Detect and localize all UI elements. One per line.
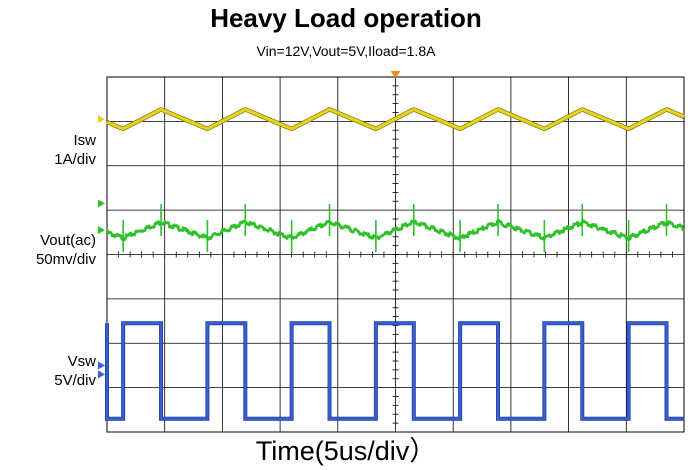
vsw-trace xyxy=(105,322,684,420)
channel-label-isw-scale: 1A/div xyxy=(54,151,96,168)
chart-title: Heavy Load operation xyxy=(210,3,482,33)
channel-label-isw-name: Isw xyxy=(73,132,97,149)
vout-ground-marker xyxy=(98,226,105,235)
vsw-offset-marker xyxy=(98,361,105,370)
channel-label-vsw-scale: 5V/div xyxy=(54,372,96,389)
channel-label-isw: Isw 1A/div xyxy=(0,131,96,169)
channel-label-vout-name: Vout(ac) xyxy=(40,232,96,249)
channel-label-vout-scale: 50mv/div xyxy=(35,251,96,268)
chart-subtitle: Vin=12V,Vout=5V,Iload=1.8A xyxy=(256,43,436,59)
x-axis-label: Time(5us/div） xyxy=(255,436,437,466)
channel-label-vsw: Vsw 5V/div xyxy=(0,352,96,390)
channel-label-vsw-name: Vsw xyxy=(67,353,96,370)
channel-label-vout: Vout(ac) 50mv/div xyxy=(0,231,96,269)
vout-trace xyxy=(105,219,685,242)
vsw-ground-marker xyxy=(98,370,105,379)
isw-ground-marker xyxy=(98,115,105,124)
trigger-marker xyxy=(390,71,401,78)
vout-offset-marker xyxy=(98,199,105,208)
isw-trace xyxy=(106,107,685,131)
